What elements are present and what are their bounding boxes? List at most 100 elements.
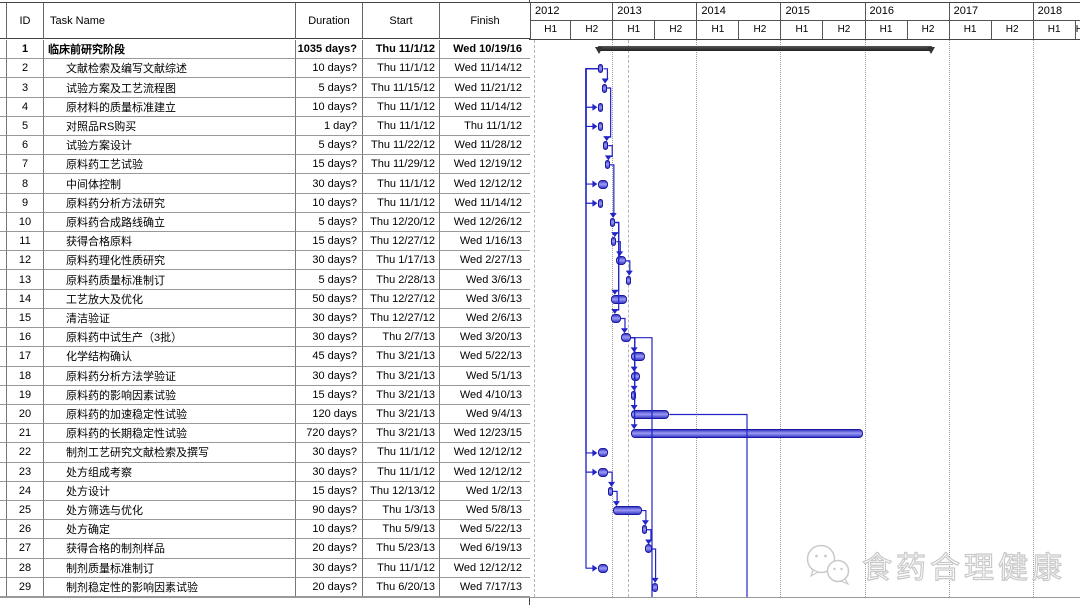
task-id-cell[interactable]: 12: [7, 251, 44, 271]
task-duration-cell[interactable]: 15 days?: [296, 385, 363, 405]
task-start-cell[interactable]: Thu 11/1/12: [363, 40, 440, 60]
row-selector-cell[interactable]: [0, 78, 7, 98]
row-selector-cell[interactable]: [0, 155, 7, 175]
task-finish-cell[interactable]: Wed 3/6/13: [440, 270, 530, 290]
row-selector-cell[interactable]: [0, 539, 7, 559]
task-start-cell[interactable]: Thu 11/1/12: [363, 116, 440, 137]
row-selector-cell[interactable]: [0, 500, 7, 521]
task-bar[interactable]: [641, 525, 647, 535]
task-duration-cell[interactable]: 5 days?: [296, 212, 363, 233]
task-duration-cell[interactable]: 5 days?: [296, 136, 363, 156]
row-selector-cell[interactable]: [0, 212, 7, 233]
task-name-cell[interactable]: 获得合格的制剂样品: [44, 539, 296, 559]
row-selector-cell[interactable]: [0, 97, 7, 117]
row-selector-cell[interactable]: [0, 116, 7, 137]
task-name-cell[interactable]: 获得合格原料: [44, 232, 296, 252]
task-id-cell[interactable]: 9: [7, 193, 44, 213]
task-id-cell[interactable]: 13: [7, 270, 44, 290]
task-finish-cell[interactable]: Wed 11/21/12: [440, 78, 530, 98]
task-name-cell[interactable]: 原料药的加速稳定性试验: [44, 404, 296, 425]
task-finish-cell[interactable]: Wed 2/27/13: [440, 251, 530, 271]
row-selector-cell[interactable]: [0, 40, 7, 60]
task-bar[interactable]: [598, 198, 604, 208]
task-name-cell[interactable]: 处方筛选与优化: [44, 500, 296, 521]
task-duration-cell[interactable]: 15 days?: [296, 155, 363, 175]
task-duration-cell[interactable]: 720 days?: [296, 424, 363, 444]
task-id-cell[interactable]: 23: [7, 462, 44, 482]
task-bar[interactable]: [598, 448, 609, 458]
task-id-cell[interactable]: 15: [7, 308, 44, 329]
task-finish-cell[interactable]: Wed 10/19/16: [440, 40, 530, 60]
task-duration-cell[interactable]: 30 days?: [296, 558, 363, 578]
task-duration-cell[interactable]: 90 days?: [296, 500, 363, 521]
task-duration-cell[interactable]: 45 days?: [296, 347, 363, 367]
task-start-cell[interactable]: Thu 1/3/13: [363, 500, 440, 521]
task-id-cell[interactable]: 14: [7, 289, 44, 309]
row-selector-cell[interactable]: [0, 385, 7, 405]
task-start-cell[interactable]: Thu 11/29/12: [363, 155, 440, 175]
task-id-cell[interactable]: 28: [7, 558, 44, 578]
task-name-cell[interactable]: 制剂质量标准制订: [44, 558, 296, 578]
task-duration-cell[interactable]: 10 days?: [296, 520, 363, 540]
task-name-cell[interactable]: 原材料的质量标准建立: [44, 97, 296, 117]
task-name-cell[interactable]: 文献检索及编写文献综述: [44, 59, 296, 79]
row-selector-cell[interactable]: [0, 462, 7, 482]
task-duration-cell[interactable]: 30 days?: [296, 174, 363, 194]
task-start-cell[interactable]: Thu 12/20/12: [363, 212, 440, 233]
task-name-cell[interactable]: 处方组成考察: [44, 462, 296, 482]
row-selector-cell[interactable]: [0, 308, 7, 329]
task-name-cell[interactable]: 原料药工艺试验: [44, 155, 296, 175]
task-id-cell[interactable]: 11: [7, 232, 44, 252]
task-name-cell[interactable]: 试验方案设计: [44, 136, 296, 156]
task-start-cell[interactable]: Thu 3/21/13: [363, 424, 440, 444]
task-duration-cell[interactable]: 30 days?: [296, 443, 363, 463]
task-bar[interactable]: [611, 237, 617, 247]
task-name-cell[interactable]: 对照品RS购买: [44, 116, 296, 137]
summary-task-bar[interactable]: [598, 45, 932, 51]
task-bar[interactable]: [630, 352, 646, 362]
task-start-cell[interactable]: Thu 5/23/13: [363, 539, 440, 559]
task-id-cell[interactable]: 6: [7, 136, 44, 156]
row-selector-cell[interactable]: [0, 424, 7, 444]
task-duration-cell[interactable]: 30 days?: [296, 251, 363, 271]
task-id-cell[interactable]: 16: [7, 328, 44, 348]
task-name-cell[interactable]: 制剂稳定性的影响因素试验: [44, 577, 296, 597]
task-id-cell[interactable]: 25: [7, 500, 44, 521]
task-start-cell[interactable]: Thu 6/20/13: [363, 577, 440, 597]
task-bar[interactable]: [611, 314, 621, 323]
task-start-cell[interactable]: Thu 1/17/13: [363, 251, 440, 271]
task-id-cell[interactable]: 17: [7, 347, 44, 367]
task-duration-cell[interactable]: 30 days?: [296, 462, 363, 482]
task-bar[interactable]: [612, 506, 642, 516]
task-name-cell[interactable]: 原料药的影响因素试验: [44, 385, 296, 405]
row-selector-cell[interactable]: [0, 443, 7, 463]
task-duration-cell[interactable]: 30 days?: [296, 366, 363, 386]
task-finish-cell[interactable]: Wed 11/14/12: [440, 97, 530, 117]
task-id-cell[interactable]: 20: [7, 404, 44, 425]
task-duration-cell[interactable]: 1 day?: [296, 116, 363, 137]
task-duration-cell[interactable]: 20 days?: [296, 539, 363, 559]
task-bar[interactable]: [630, 371, 641, 381]
row-selector-cell[interactable]: [0, 404, 7, 425]
task-start-cell[interactable]: Thu 11/15/12: [363, 78, 440, 98]
task-start-cell[interactable]: Thu 11/1/12: [363, 59, 440, 79]
task-finish-cell[interactable]: Wed 3/20/13: [440, 328, 530, 348]
task-duration-cell[interactable]: 20 days?: [296, 577, 363, 597]
column-header-start[interactable]: Start: [363, 2, 440, 39]
task-id-cell[interactable]: 2: [7, 59, 44, 79]
task-name-cell[interactable]: 处方设计: [44, 481, 296, 501]
task-id-cell[interactable]: 19: [7, 385, 44, 405]
task-bar[interactable]: [608, 486, 614, 496]
task-start-cell[interactable]: Thu 11/1/12: [363, 174, 440, 194]
task-bar[interactable]: [611, 294, 628, 304]
task-name-cell[interactable]: 原料药分析方法学验证: [44, 366, 296, 386]
row-selector-cell[interactable]: [0, 577, 7, 597]
task-start-cell[interactable]: Thu 3/21/13: [363, 347, 440, 367]
row-selector-cell[interactable]: [0, 481, 7, 501]
task-start-cell[interactable]: Thu 11/22/12: [363, 136, 440, 156]
task-id-cell[interactable]: 3: [7, 78, 44, 98]
task-finish-cell[interactable]: Wed 11/14/12: [440, 59, 530, 79]
task-start-cell[interactable]: Thu 11/1/12: [363, 97, 440, 117]
row-selector-cell[interactable]: [0, 289, 7, 309]
task-bar[interactable]: [598, 563, 609, 573]
